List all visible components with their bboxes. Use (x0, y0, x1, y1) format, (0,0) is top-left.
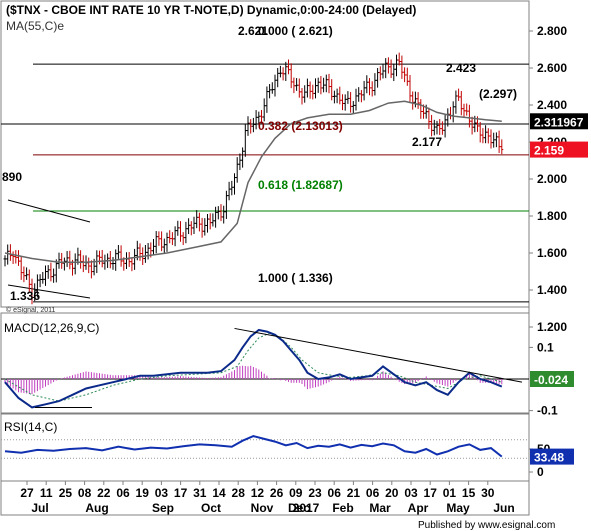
ma-label: MA(55,C)e (6, 19, 64, 33)
price-y-tick-label: 1.600 (537, 246, 567, 260)
x-axis-day-label: 06 (366, 486, 380, 500)
x-axis-day-label: 22 (97, 486, 111, 500)
annotation-label: 890 (2, 170, 22, 184)
x-axis-month-label: 2017 (293, 501, 320, 515)
macd-trendline (234, 327, 523, 383)
price-y-tick-label: 2.800 (537, 24, 567, 38)
price-y-tick-label: 2.400 (537, 98, 567, 112)
x-axis-day-label: 01 (443, 486, 457, 500)
x-axis-day-label: 27 (20, 486, 34, 500)
x-axis-day-label: 19 (136, 486, 150, 500)
annotation-label: 0.000 ( 2.621) (258, 24, 333, 38)
price-y-tick-label: 2.000 (537, 172, 567, 186)
annotation-label: 0.618 (1.82687) (258, 178, 343, 192)
x-axis-day-label: 12 (251, 486, 265, 500)
price-value-label: 2.311967 (534, 115, 584, 129)
x-axis-day-label: 23 (308, 486, 322, 500)
annotation-label: 1.000 ( 1.336) (258, 271, 333, 285)
x-axis-month-label: Jun (493, 501, 514, 515)
x-axis-month-label: Mar (369, 501, 391, 515)
x-axis-day-label: 03 (155, 486, 169, 500)
x-axis-day-label: 03 (404, 486, 418, 500)
ma-55-line (4, 100, 502, 264)
rsi-y-tick-label: 0 (537, 465, 544, 479)
x-axis-day-label: 14 (212, 486, 226, 500)
macd-y-tick-label: 0.1 (537, 340, 554, 354)
x-axis-month-label: May (446, 501, 470, 515)
copyright-label: © eSignal, 2011 (6, 306, 56, 314)
x-axis-day-label: 30 (481, 486, 495, 500)
annotation-label: 1.336 (10, 289, 40, 303)
rsi-value-label: 33.48 (534, 451, 564, 465)
x-axis-day-label: 11 (40, 486, 53, 500)
macd-line (4, 328, 503, 409)
x-axis-day-label: 08 (78, 486, 92, 500)
x-axis-day-label: 21 (347, 486, 361, 500)
x-axis-day-label: 20 (385, 486, 399, 500)
x-axis-month-label: Feb (332, 501, 353, 515)
published-by-label: Published by www.esignal.com (418, 520, 555, 531)
price-y-tick-label: 2.600 (537, 61, 567, 75)
macd-y-tick-label: -0.1 (537, 404, 558, 418)
macd-value-box (530, 371, 574, 387)
x-axis-day-label: 09 (289, 486, 303, 500)
x-axis-month-label: Nov (251, 501, 274, 515)
x-axis-day-label: 28 (232, 486, 246, 500)
x-axis-day-label: 06 (116, 486, 130, 500)
x-axis-day-label: 31 (193, 486, 207, 500)
macd-value-label: -0.024 (534, 373, 568, 387)
price-y-tick-label: 1.200 (537, 320, 567, 334)
price-value-box (530, 141, 588, 158)
x-axis-day-label: 17 (424, 486, 438, 500)
x-axis-month-label: Aug (85, 501, 108, 515)
dynamic-chart-layer: 2.8002.6002.4002.2002.0001.8001.6001.400… (1, 24, 588, 515)
price-y-tick-label: 1.800 (537, 209, 567, 223)
macd-title: MACD(12,26,9,C) (4, 321, 99, 335)
price-trendline-lower (7, 284, 91, 299)
x-axis-day-label: 25 (59, 486, 73, 500)
annotation-label: 0.382 (2.13013) (258, 119, 343, 133)
rsi-title: RSI(14,C) (4, 420, 57, 434)
x-axis-day-label: 15 (462, 486, 476, 500)
price-value-box (530, 113, 588, 130)
x-axis-month-label: Dec (288, 501, 310, 515)
x-axis-day-label: 26 (270, 486, 284, 500)
annotation-label: 2.177 (412, 135, 442, 149)
x-axis-month-label: Oct (201, 501, 221, 515)
x-axis-month-label: Apr (408, 501, 429, 515)
annotation-label: 2.621 (238, 24, 268, 38)
x-axis-day-label: 06 (328, 486, 342, 500)
rsi-value-box (530, 448, 574, 465)
rsi-line (4, 435, 503, 458)
annotation-label: 2.423 (446, 61, 476, 75)
x-axis-month-label: Sep (152, 501, 174, 515)
price-y-tick-label: 1.400 (537, 283, 567, 297)
x-axis-day-label: 17 (174, 486, 188, 500)
x-axis-month-label: Jul (31, 501, 48, 515)
annotation-label: (2.297) (479, 87, 517, 101)
chart-title: ($TNX - CBOE INT RATE 10 YR T-NOTE,D) Dy… (6, 3, 416, 17)
price-value-label: 2.159 (534, 144, 564, 158)
price-trendline-upper (7, 199, 91, 223)
